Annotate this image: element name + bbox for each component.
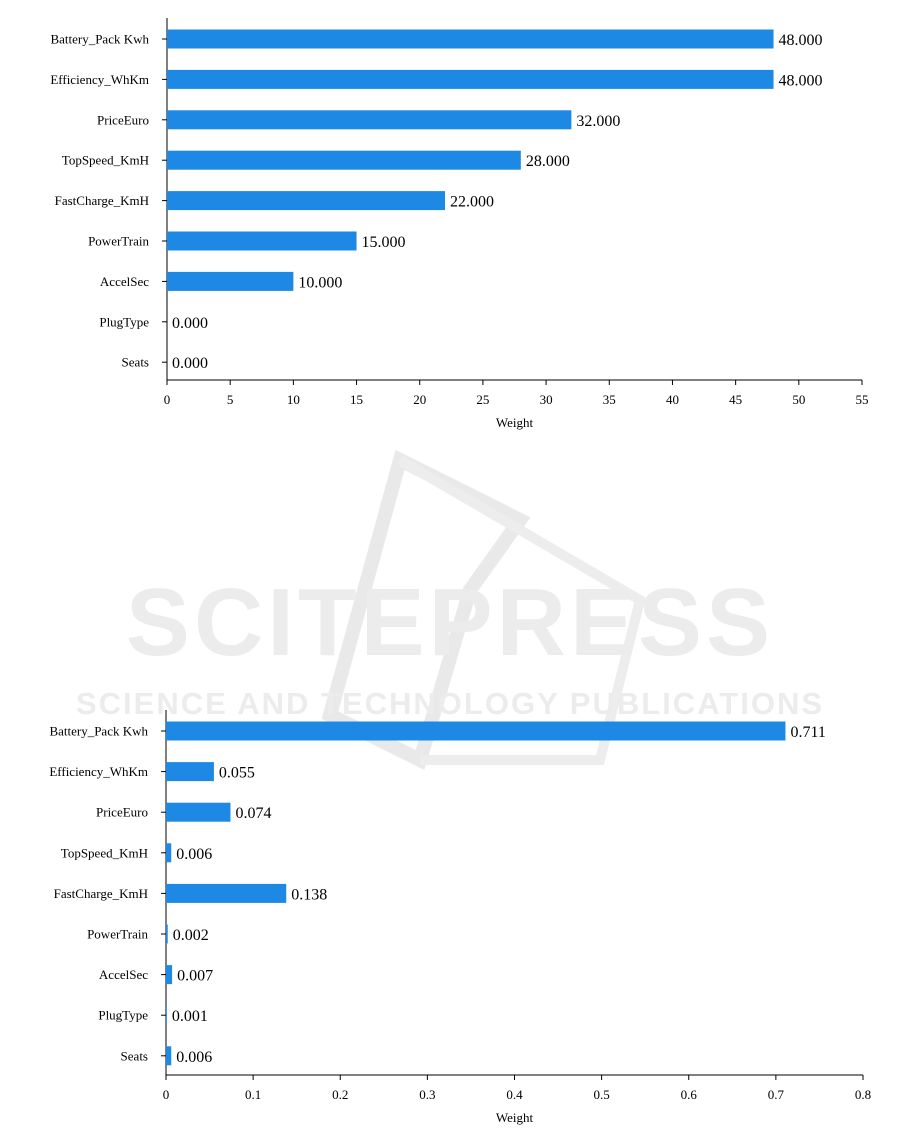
value-label: 48.000: [779, 32, 823, 49]
bar: [167, 29, 774, 49]
x-tick-label: 0.8: [855, 1087, 871, 1102]
category-label: Battery_Pack Kwh: [49, 724, 148, 739]
category-label: Seats: [122, 355, 149, 370]
x-tick-label: 0.6: [681, 1087, 698, 1102]
bar: [166, 762, 214, 782]
bar: [167, 191, 445, 211]
value-label: 0.006: [176, 846, 212, 863]
x-tick-label: 10: [287, 392, 300, 407]
watermark-swoosh-icon: [397, 455, 646, 765]
x-tick-label: 25: [476, 392, 489, 407]
value-label: 0.002: [173, 927, 209, 944]
bar: [166, 924, 168, 944]
x-tick-label: 5: [227, 392, 234, 407]
watermark-brand: SCITEPRESS: [126, 569, 774, 676]
x-axis-title: Weight: [496, 415, 534, 430]
x-tick-label: 0.5: [594, 1087, 610, 1102]
value-label: 28.000: [526, 153, 570, 170]
weight-chart-top: Battery_Pack Kwh 48.000 Efficiency_WhKm 48.…: [50, 18, 869, 430]
category-label: PowerTrain: [88, 234, 149, 249]
value-label: 0.001: [172, 1008, 208, 1025]
category-label: Efficiency_WhKm: [49, 764, 148, 779]
category-label: TopSpeed_KmH: [62, 153, 149, 168]
value-label: 0.007: [177, 968, 213, 985]
value-label: 48.000: [779, 72, 823, 89]
watermark-logo: SCITEPRESS SCIENCE AND TECHNOLOGY PUBLIC…: [76, 449, 824, 771]
x-tick-label: 0: [163, 1087, 170, 1102]
x-tick-label: 50: [792, 392, 805, 407]
value-label: 0.138: [291, 886, 327, 903]
value-label: 10.000: [298, 274, 342, 291]
category-label: PowerTrain: [87, 927, 148, 942]
value-label: 32.000: [576, 113, 620, 130]
x-tick-label: 0.2: [332, 1087, 348, 1102]
weight-chart-bottom: Battery_Pack Kwh 0.711 Efficiency_WhKm 0.05…: [49, 710, 871, 1125]
category-label: Seats: [121, 1048, 148, 1063]
bar: [167, 110, 572, 130]
bar: [166, 721, 786, 741]
bar: [167, 69, 774, 89]
category-label: PriceEuro: [96, 805, 148, 820]
bar: [166, 883, 287, 903]
bar: [167, 150, 521, 170]
bar: [167, 271, 294, 291]
value-label: 0.074: [235, 805, 271, 822]
x-tick-label: 30: [540, 392, 553, 407]
x-tick-label: 0: [164, 392, 171, 407]
x-tick-label: 0.7: [768, 1087, 785, 1102]
category-label: Efficiency_WhKm: [50, 72, 149, 87]
category-label: TopSpeed_KmH: [61, 845, 148, 860]
x-tick-label: 0.1: [245, 1087, 261, 1102]
x-tick-label: 40: [666, 392, 679, 407]
category-label: Battery_Pack Kwh: [50, 32, 149, 47]
x-tick-label: 55: [856, 392, 869, 407]
bar: [166, 843, 172, 863]
category-label: PlugType: [99, 314, 149, 329]
x-tick-label: 15: [350, 392, 363, 407]
value-label: 15.000: [362, 234, 406, 251]
watermark-tagline: SCIENCE AND TECHNOLOGY PUBLICATIONS: [76, 686, 824, 721]
bar: [167, 231, 357, 251]
bar: [166, 1005, 167, 1025]
value-label: 0.711: [790, 724, 825, 741]
x-tick-label: 45: [729, 392, 742, 407]
category-label: PriceEuro: [97, 112, 149, 127]
x-tick-label: 0.3: [419, 1087, 435, 1102]
bar: [166, 802, 231, 822]
bar: [166, 965, 173, 985]
category-label: AccelSec: [99, 967, 148, 982]
x-tick-label: 0.4: [506, 1087, 523, 1102]
x-tick-label: 35: [603, 392, 616, 407]
category-label: PlugType: [98, 1008, 148, 1023]
value-label: 0.055: [219, 765, 255, 782]
value-label: 0.006: [176, 1049, 212, 1066]
x-tick-label: 20: [413, 392, 426, 407]
category-label: AccelSec: [100, 274, 149, 289]
value-label: 0.000: [172, 355, 208, 372]
value-label: 22.000: [450, 194, 494, 211]
bar: [166, 1046, 172, 1066]
category-label: FastCharge_KmH: [54, 886, 148, 901]
category-label: FastCharge_KmH: [55, 193, 149, 208]
value-label: 0.000: [172, 315, 208, 332]
watermark-book-icon: [321, 449, 531, 771]
x-axis-title: Weight: [496, 1110, 534, 1125]
